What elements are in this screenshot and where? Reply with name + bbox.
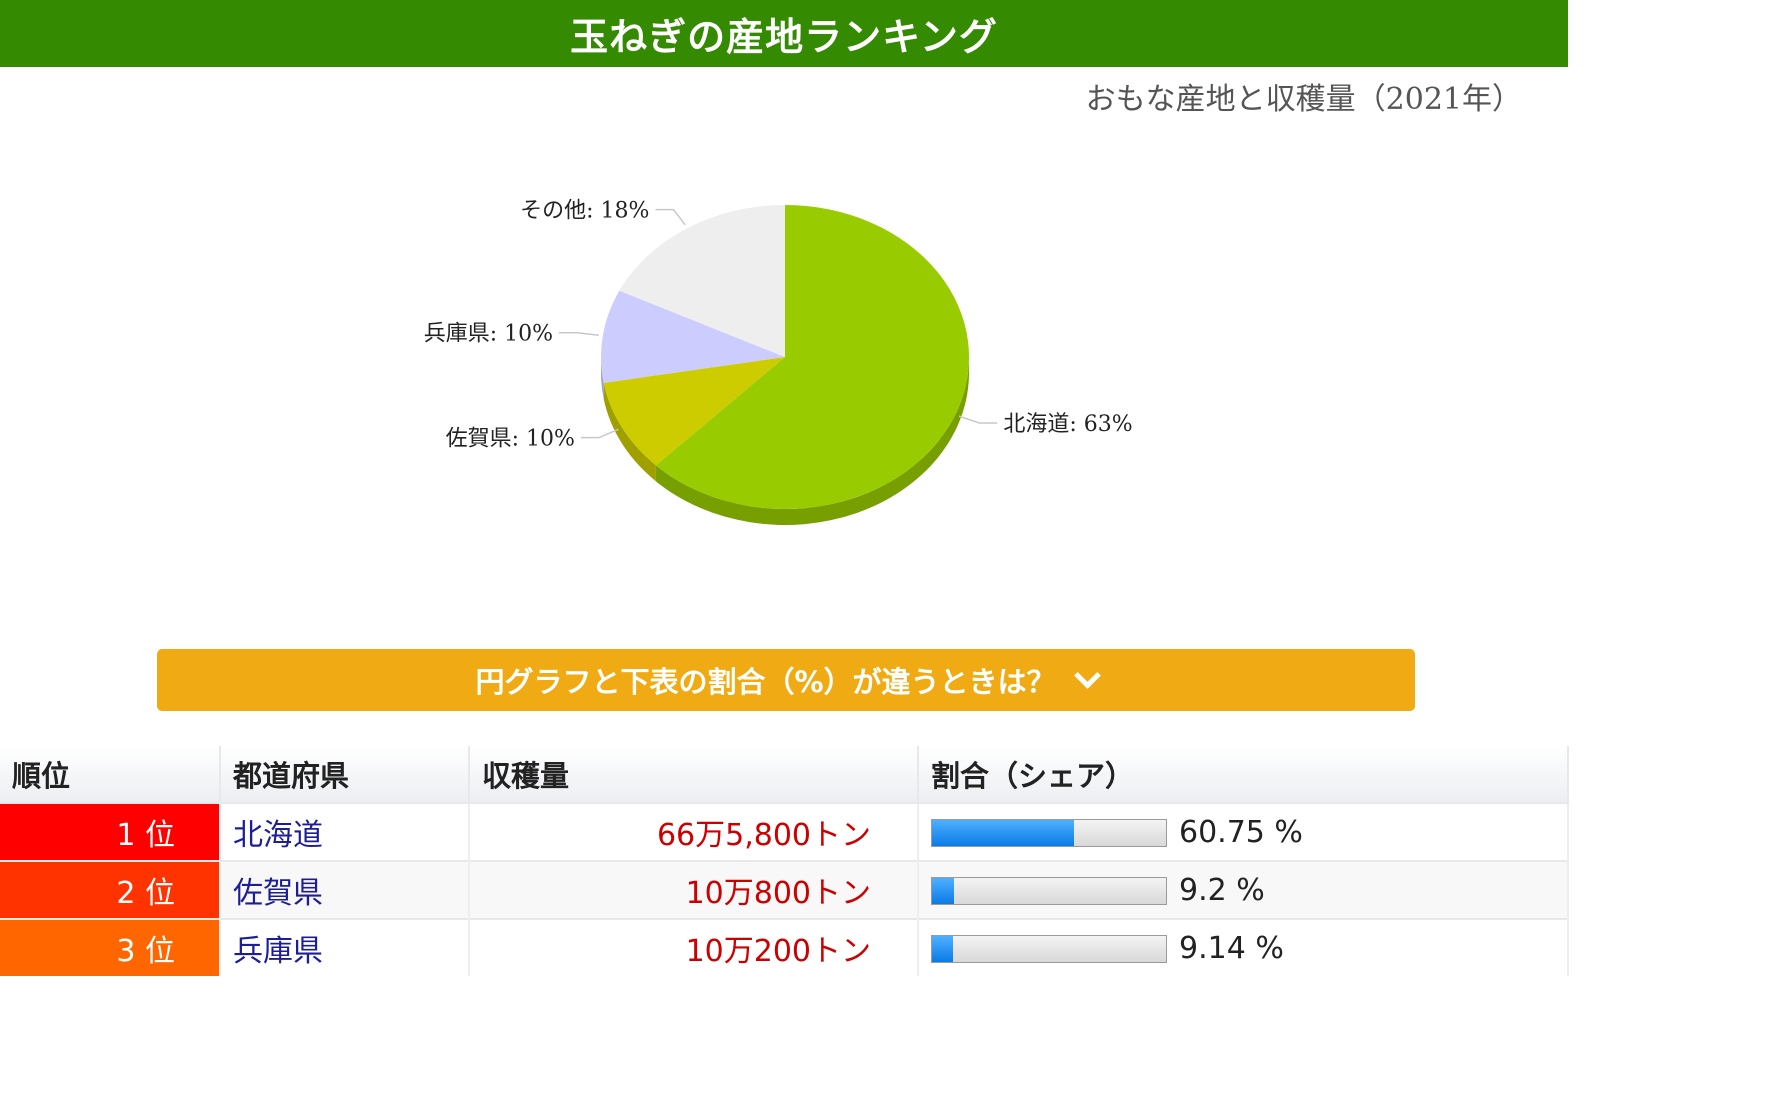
pie-slice-side — [655, 357, 969, 526]
pie-label: 佐賀県: 10% — [446, 427, 575, 452]
header-harvest: 収穫量 — [469, 746, 919, 803]
harvest-amount: 66万5,800トン — [469, 802, 919, 861]
prefecture-link[interactable]: 佐賀県 — [220, 860, 470, 919]
share-bar-fill — [932, 819, 1075, 846]
share-cell: 9.14 % — [918, 918, 1569, 976]
pie-slice-side — [603, 382, 656, 482]
share-cell: 60.75 % — [918, 802, 1569, 861]
rank-cell: 2 位 — [0, 860, 221, 919]
table-row: 3 位兵庫県 10万200トン 9.14 % — [0, 918, 1569, 976]
table-row: 2 位佐賀県 10万800トン 9.2 % — [0, 860, 1569, 919]
pie-slice-1 — [603, 357, 785, 466]
harvest-amount: 10万800トン — [469, 860, 919, 919]
chevron-down-icon — [1073, 661, 1101, 689]
rank-cell: 3 位 — [0, 918, 221, 976]
share-bar — [931, 818, 1167, 847]
page-title: 玉ねぎの産地ランキング — [0, 0, 1568, 67]
pie-label: その他: 18% — [520, 199, 649, 224]
prefecture-link[interactable]: 兵庫県 — [220, 918, 470, 976]
table-row: 1 位北海道 66万5,800トン 60.75 % — [0, 802, 1569, 861]
share-percent: 60.75 % — [1179, 815, 1303, 850]
share-percent: 9.14 % — [1179, 931, 1284, 966]
pie-slice-side — [601, 357, 604, 399]
share-cell: 9.2 % — [918, 860, 1569, 919]
harvest-amount: 10万200トン — [469, 918, 919, 976]
share-bar-fill — [932, 935, 954, 962]
header-prefecture: 都道府県 — [220, 746, 470, 803]
pie-slice-2 — [601, 290, 785, 383]
share-bar-fill — [932, 877, 954, 904]
prefecture-link[interactable]: 北海道 — [220, 802, 470, 861]
rank-cell: 1 位 — [0, 802, 221, 861]
pie-slice-0 — [655, 205, 969, 509]
pie-leader-line — [655, 208, 686, 226]
share-percent: 9.2 % — [1179, 873, 1265, 908]
header-share: 割合（シェア） — [918, 746, 1569, 803]
ranking-table: 順位 都道府県 収穫量 割合（シェア） 1 位北海道 66万5,800トン 60.7… — [0, 746, 1569, 976]
chart-subtitle: おもな産地と収穫量（2021年） — [1085, 82, 1522, 117]
accordion-label: 円グラフと下表の割合（%）が違うときは？ — [475, 665, 1056, 699]
share-bar — [931, 934, 1167, 963]
pie-leader-line — [580, 428, 619, 439]
share-bar — [931, 876, 1167, 905]
pie-leader-line — [559, 331, 599, 336]
pie-label: 兵庫県: 10% — [424, 322, 553, 347]
share-difference-accordion[interactable]: 円グラフと下表の割合（%）が違うときは？ — [157, 649, 1415, 711]
pie-leader-line — [958, 415, 998, 424]
header-rank: 順位 — [0, 746, 221, 803]
pie-chart: 北海道: 63% 佐賀県: 10% 兵庫県: 10% その他: 18% — [424, 199, 1133, 526]
pie-slice-3 — [619, 205, 785, 357]
pie-label: 北海道: 63% — [1003, 412, 1132, 437]
